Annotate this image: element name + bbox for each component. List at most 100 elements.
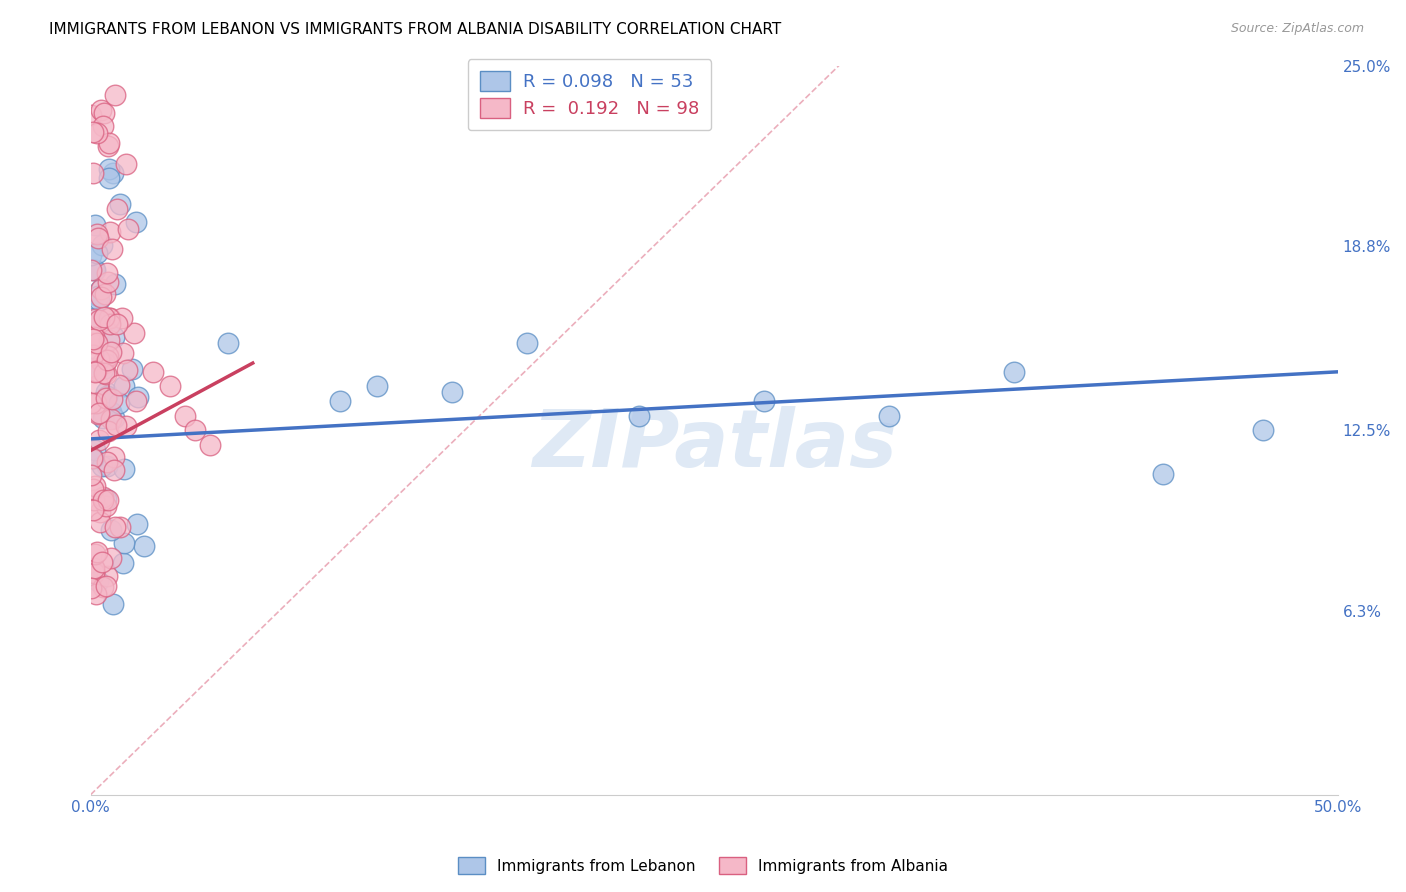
Point (98, 317, 121, 331)
Point (97, 349, 120, 363)
Point (115, 363, 138, 377)
Point (96, 266, 118, 280)
Point (84, 311, 107, 326)
Point (91, 356, 114, 370)
Point (108, 197, 131, 211)
Point (94, 579, 117, 593)
Point (115, 419, 138, 434)
Legend: R = 0.098   N = 53, R =  0.192   N = 98: R = 0.098 N = 53, R = 0.192 N = 98 (468, 60, 711, 130)
Point (87, 574, 110, 588)
Point (89, 293, 111, 307)
Point (97, 424, 120, 438)
Point (89, 515, 111, 529)
Point (104, 519, 127, 533)
Point (101, 598, 124, 612)
Point (98, 311, 121, 326)
Point (82, 502, 104, 516)
Point (90, 555, 112, 569)
Point (101, 166, 124, 180)
Point (86, 545, 108, 559)
Point (93, 105, 115, 120)
Point (101, 243, 124, 257)
Text: IMMIGRANTS FROM LEBANON VS IMMIGRANTS FROM ALBANIA DISABILITY CORRELATION CHART: IMMIGRANTS FROM LEBANON VS IMMIGRANTS FR… (49, 22, 782, 37)
Point (96, 384, 118, 399)
Text: Source: ZipAtlas.com: Source: ZipAtlas.com (1230, 22, 1364, 36)
Point (89, 505, 111, 519)
Point (80, 451, 103, 466)
Point (98, 225, 121, 239)
Point (86, 378, 108, 392)
Point (96, 367, 118, 381)
Point (90, 290, 112, 304)
Point (96, 391, 118, 405)
Point (124, 326, 146, 341)
Point (83, 492, 105, 507)
Point (82, 166, 104, 180)
Point (83, 561, 105, 575)
Point (96, 352, 118, 367)
Point (93, 366, 115, 380)
Point (86, 364, 108, 378)
Point (101, 392, 124, 406)
Point (1152, 467, 1174, 481)
Point (82, 451, 104, 466)
Point (108, 395, 131, 409)
Point (89, 434, 111, 448)
Point (100, 405, 122, 419)
Point (108, 520, 131, 534)
Point (628, 409, 651, 423)
Point (100, 344, 122, 359)
Point (329, 394, 352, 409)
Point (86, 407, 108, 421)
Point (117, 222, 139, 236)
Point (105, 202, 128, 216)
Point (93, 310, 115, 324)
Point (86, 227, 108, 241)
Point (94, 356, 117, 370)
Point (104, 277, 127, 292)
Point (80, 468, 103, 483)
Point (83, 366, 105, 380)
Point (877, 409, 900, 423)
Point (83, 330, 105, 344)
Point (174, 409, 197, 423)
Point (1002, 365, 1025, 379)
Point (112, 378, 135, 392)
Point (217, 335, 239, 350)
Point (96, 455, 118, 469)
Point (83, 311, 105, 326)
Point (94, 491, 117, 506)
Point (1251, 423, 1274, 437)
Point (82, 482, 104, 496)
Point (87, 406, 110, 420)
Point (80, 108, 103, 122)
Point (89, 284, 111, 298)
Point (103, 450, 125, 464)
Point (84, 547, 107, 561)
Point (124, 394, 146, 409)
Point (90, 282, 112, 296)
Point (96, 568, 118, 582)
Point (83, 479, 105, 493)
Text: ZIPatlas: ZIPatlas (531, 406, 897, 483)
Point (103, 330, 125, 344)
Point (115, 157, 138, 171)
Point (86, 231, 108, 245)
Point (132, 539, 155, 553)
Point (83, 566, 105, 581)
Point (91, 120, 114, 134)
Point (97, 170, 120, 185)
Point (96, 389, 118, 403)
Point (94, 287, 117, 301)
Point (105, 417, 128, 432)
Point (91, 580, 114, 594)
Point (97, 492, 120, 507)
Point (96, 458, 118, 473)
Point (200, 438, 222, 452)
Point (84, 587, 107, 601)
Point (80, 263, 103, 277)
Point (98, 136, 121, 150)
Point (83, 565, 105, 579)
Point (97, 161, 120, 176)
Point (112, 536, 135, 550)
